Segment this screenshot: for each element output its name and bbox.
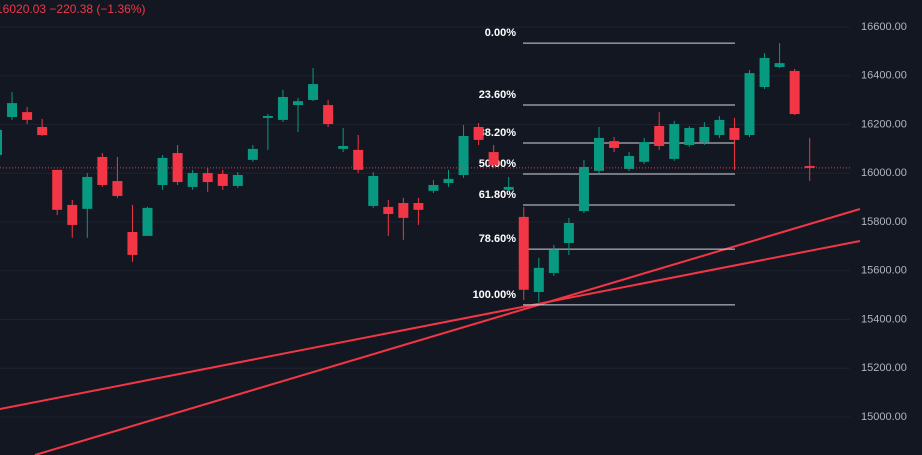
y-tick-label: 15000.00: [861, 411, 907, 423]
candle-body: [217, 174, 228, 186]
candle-body: [368, 175, 379, 206]
fib-level-label: 61.80%: [479, 189, 517, 201]
candle-body: [383, 206, 394, 214]
candle-body: [232, 174, 243, 186]
candle-body: [97, 156, 108, 185]
candle-body: [37, 126, 48, 136]
y-tick-label: 16000.00: [861, 167, 907, 179]
candle-body: [774, 63, 785, 68]
candle-body: [0, 129, 2, 155]
candle-body: [202, 173, 213, 183]
candle-body: [759, 58, 770, 88]
candle-body: [729, 127, 740, 140]
y-tick-label: 15800.00: [861, 216, 907, 228]
candle-body: [563, 222, 574, 243]
candle-body: [247, 148, 258, 160]
candle-body: [503, 186, 514, 190]
candle-body: [488, 152, 499, 165]
candle-body: [443, 178, 454, 184]
fibonacci: 0.00%23.60%38.20%50.00%61.80%78.60%100.0…: [473, 27, 735, 306]
candle-body: [699, 126, 710, 143]
candle-body: [82, 176, 93, 209]
candle-body: [714, 119, 725, 136]
candle-body: [22, 112, 33, 120]
candle-body: [7, 103, 18, 117]
candle-body: [624, 155, 635, 169]
grid: [0, 26, 850, 418]
candle-body: [669, 124, 680, 159]
candle-body: [548, 250, 559, 273]
candle-body: [639, 142, 650, 162]
candle-body: [594, 137, 604, 171]
candle-body: [323, 105, 334, 125]
candle-body: [338, 145, 349, 149]
candle-body: [609, 141, 620, 148]
fib-level-label: 78.60%: [479, 233, 517, 245]
fib-level-label: 0.00%: [485, 27, 516, 39]
fib-level-label: 100.00%: [473, 289, 517, 301]
candle-body: [654, 125, 665, 146]
candle-body: [518, 216, 529, 290]
candle-body: [428, 184, 439, 191]
candle-body: [157, 157, 168, 185]
candle-body: [684, 127, 695, 146]
fib-level-label: 38.20%: [479, 127, 517, 139]
candle-body: [398, 203, 409, 218]
candle-body: [744, 73, 755, 136]
y-tick-label: 16600.00: [861, 21, 907, 33]
y-tick-label: 15200.00: [861, 362, 907, 374]
candles: [0, 43, 850, 302]
candle-body: [413, 203, 424, 210]
candle-body: [52, 169, 63, 210]
trend-line: [0, 240, 861, 410]
candle-body: [458, 135, 469, 175]
fib-level-label: 23.60%: [479, 89, 517, 101]
candle-body: [67, 204, 78, 225]
y-tick-label: 16200.00: [861, 118, 907, 130]
y-axis: 15000.00 15200.00 15400.00 15600.00 15800.00…: [861, 21, 907, 423]
candle-body: [804, 165, 815, 168]
y-tick-label: 15400.00: [861, 313, 907, 325]
candle-body: [353, 149, 364, 170]
candle-body: [262, 116, 273, 118]
trend-line: [34, 208, 861, 455]
candle-body: [473, 126, 484, 140]
y-tick-label: 15600.00: [861, 265, 907, 277]
candle-body: [187, 173, 198, 187]
chart-title: 16020.03 −220.38 (−1.36%): [0, 2, 145, 16]
candle-body: [308, 84, 319, 100]
y-tick-label: 16400.00: [861, 70, 907, 82]
candle-body: [112, 181, 123, 196]
candle-body: [277, 96, 288, 120]
candle-body: [293, 101, 303, 106]
candle-body: [533, 267, 544, 292]
candle-body: [789, 70, 800, 115]
trend-lines: [0, 208, 861, 455]
candle-body: [127, 232, 138, 255]
candle-body: [578, 166, 589, 212]
candle-body: [142, 207, 153, 236]
